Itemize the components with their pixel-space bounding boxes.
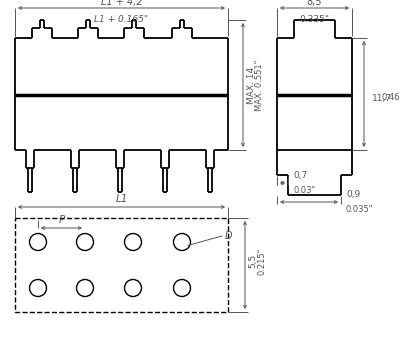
Text: D: D — [225, 231, 232, 241]
Text: 0.03": 0.03" — [293, 186, 315, 195]
Text: 8,5: 8,5 — [307, 0, 322, 7]
Text: 5,5: 5,5 — [248, 254, 258, 268]
Text: 0.461": 0.461" — [381, 93, 400, 103]
Text: L1 + 0.165": L1 + 0.165" — [94, 15, 148, 24]
Text: MAX. 14: MAX. 14 — [246, 66, 256, 103]
Text: 0,7: 0,7 — [293, 171, 307, 180]
Text: L1 + 4,2: L1 + 4,2 — [101, 0, 142, 7]
Text: 0.335": 0.335" — [300, 15, 330, 24]
Text: P: P — [58, 215, 65, 225]
Text: 11,7: 11,7 — [372, 93, 392, 103]
Text: L1: L1 — [115, 194, 128, 204]
Bar — [15, 218, 228, 312]
Text: MAX. 0.551": MAX. 0.551" — [256, 59, 264, 111]
Text: 0.035": 0.035" — [346, 205, 374, 214]
Text: 0,9: 0,9 — [346, 190, 360, 199]
Text: 0.215": 0.215" — [258, 247, 266, 275]
